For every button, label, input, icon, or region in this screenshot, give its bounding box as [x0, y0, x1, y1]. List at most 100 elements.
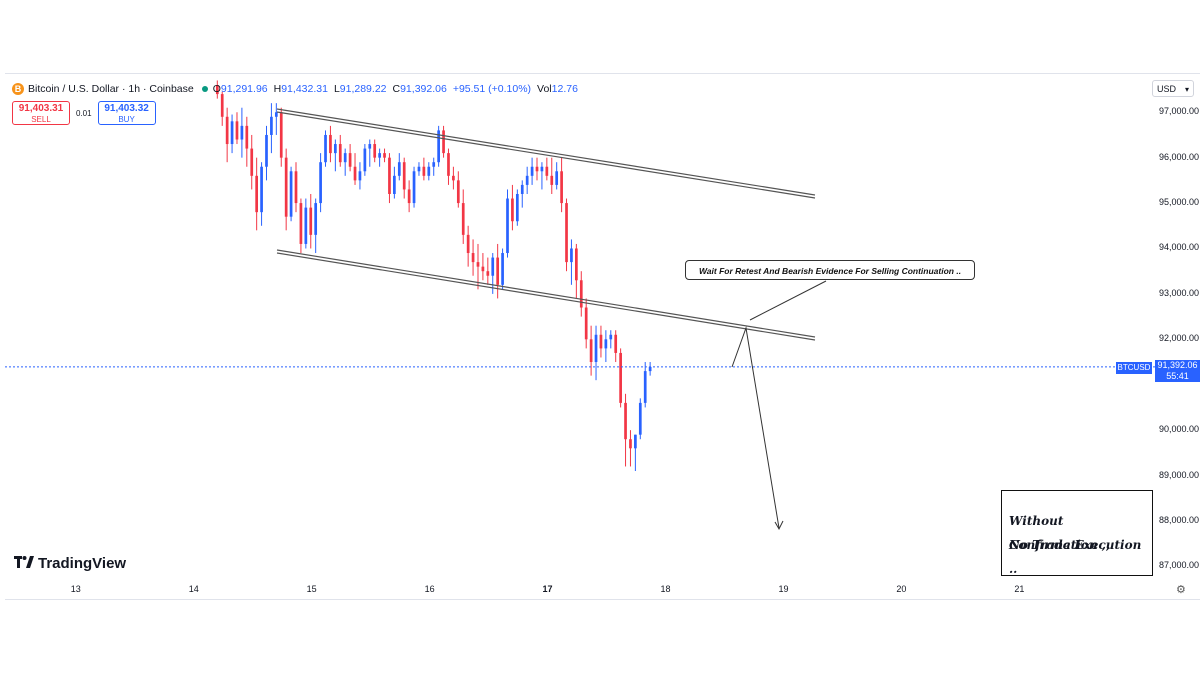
symbol-header[interactable]: B Bitcoin / U.S. Dollar · 1h · Coinbase … — [12, 80, 578, 98]
candle-body[interactable] — [358, 171, 362, 181]
candle-body[interactable] — [319, 162, 322, 204]
candle-body[interactable] — [466, 234, 470, 254]
candle-body[interactable] — [215, 85, 219, 95]
candle-body[interactable] — [648, 366, 652, 372]
candle-body[interactable] — [643, 371, 647, 403]
candle-body[interactable] — [609, 334, 613, 340]
candle-body[interactable] — [486, 271, 490, 276]
candle-body[interactable] — [427, 166, 431, 176]
candle-body[interactable] — [324, 134, 327, 163]
candle-body[interactable] — [378, 153, 381, 158]
candle-body[interactable] — [250, 148, 254, 176]
candle-body[interactable] — [373, 144, 377, 158]
candle-body[interactable] — [299, 203, 303, 244]
candle-body[interactable] — [638, 402, 642, 435]
tradingview-logo[interactable]: TradingView — [14, 553, 126, 573]
symbol-title[interactable]: Bitcoin / U.S. Dollar · 1h · Coinbase — [28, 83, 194, 95]
candle-body[interactable] — [570, 248, 573, 263]
candle-body[interactable] — [525, 175, 529, 185]
candle-body[interactable] — [265, 134, 268, 167]
candle-body[interactable] — [594, 334, 598, 363]
candle-body[interactable] — [520, 184, 524, 194]
candle-body[interactable] — [501, 253, 504, 285]
candle-body[interactable] — [604, 339, 608, 349]
candle-body[interactable] — [565, 203, 568, 263]
candle-body[interactable] — [491, 257, 495, 276]
candle-body[interactable] — [629, 439, 632, 449]
candle-body[interactable] — [417, 166, 421, 172]
candle-body[interactable] — [481, 266, 485, 272]
sell-button[interactable]: 91,403.31 SELL — [12, 101, 70, 125]
candle-body[interactable] — [343, 153, 347, 163]
candle-body[interactable] — [619, 352, 622, 403]
candle-body[interactable] — [515, 193, 519, 222]
candle-body[interactable] — [550, 175, 554, 185]
candle-body[interactable] — [589, 339, 593, 363]
candle-body[interactable] — [388, 157, 391, 194]
buy-button[interactable]: 91,403.32 BUY — [97, 101, 156, 125]
candle-body[interactable] — [225, 116, 229, 145]
confirmation-note[interactable]: Without Confirmation ,, No Trade Executi… — [1001, 490, 1153, 576]
candle-body[interactable] — [240, 125, 244, 140]
candle-body[interactable] — [456, 180, 460, 204]
candle-body[interactable] — [368, 144, 372, 149]
candle-body[interactable] — [579, 280, 583, 308]
candle-body[interactable] — [255, 175, 259, 213]
candle-body[interactable] — [348, 153, 352, 167]
candle-body[interactable] — [476, 262, 480, 267]
candle-body[interactable] — [274, 112, 278, 117]
candle-body[interactable] — [329, 134, 332, 154]
candle-body[interactable] — [555, 171, 559, 185]
candle-body[interactable] — [584, 307, 588, 340]
candle-body[interactable] — [437, 130, 440, 163]
candle-body[interactable] — [314, 203, 318, 235]
candle-body[interactable] — [279, 112, 283, 158]
candle-body[interactable] — [540, 166, 544, 172]
candle-body[interactable] — [535, 166, 539, 172]
candle-body[interactable] — [471, 253, 475, 263]
candle-body[interactable] — [220, 94, 224, 117]
projection-arrow[interactable] — [731, 326, 780, 529]
candle-body[interactable] — [614, 334, 618, 353]
candle-body[interactable] — [506, 198, 509, 254]
candle-body[interactable] — [575, 248, 578, 281]
retest-callout[interactable]: Wait For Retest And Bearish Evidence For… — [685, 260, 975, 280]
candle-body[interactable] — [432, 162, 436, 167]
candle-body[interactable] — [393, 175, 396, 194]
candle-body[interactable] — [338, 144, 342, 163]
candle-body[interactable] — [599, 334, 603, 349]
candle-body[interactable] — [407, 189, 411, 204]
candle-body[interactable] — [634, 434, 637, 449]
candle-body[interactable] — [461, 203, 465, 235]
candle-body[interactable] — [624, 402, 627, 440]
gear-icon[interactable]: ⚙ — [1176, 584, 1186, 596]
candle-body[interactable] — [309, 207, 313, 235]
channel-lower-line[interactable] — [276, 249, 816, 341]
candle-body[interactable] — [230, 121, 234, 145]
candle-body[interactable] — [304, 207, 308, 244]
candle-body[interactable] — [422, 166, 426, 176]
candle-body[interactable] — [397, 162, 401, 176]
candle-body[interactable] — [289, 171, 293, 217]
candle-body[interactable] — [560, 171, 563, 204]
channel-upper-line[interactable] — [276, 108, 816, 199]
candle-body[interactable] — [452, 175, 455, 181]
currency-select[interactable]: USD ▾ — [1152, 80, 1194, 97]
candle-body[interactable] — [447, 153, 450, 176]
candle-body[interactable] — [353, 166, 357, 181]
candle-body[interactable] — [294, 171, 298, 204]
candle-body[interactable] — [245, 125, 249, 149]
candle-body[interactable] — [333, 144, 337, 154]
candle-body[interactable] — [545, 166, 549, 176]
candle-body[interactable] — [383, 153, 386, 158]
candle-body[interactable] — [442, 130, 445, 154]
candle-body[interactable] — [260, 166, 263, 213]
candle-body[interactable] — [530, 166, 534, 176]
candle-body[interactable] — [402, 162, 406, 190]
candle-body[interactable] — [235, 121, 239, 140]
candle-body[interactable] — [412, 171, 416, 204]
candle-body[interactable] — [511, 198, 514, 222]
candle-body[interactable] — [270, 116, 273, 135]
candle-body[interactable] — [496, 257, 500, 285]
